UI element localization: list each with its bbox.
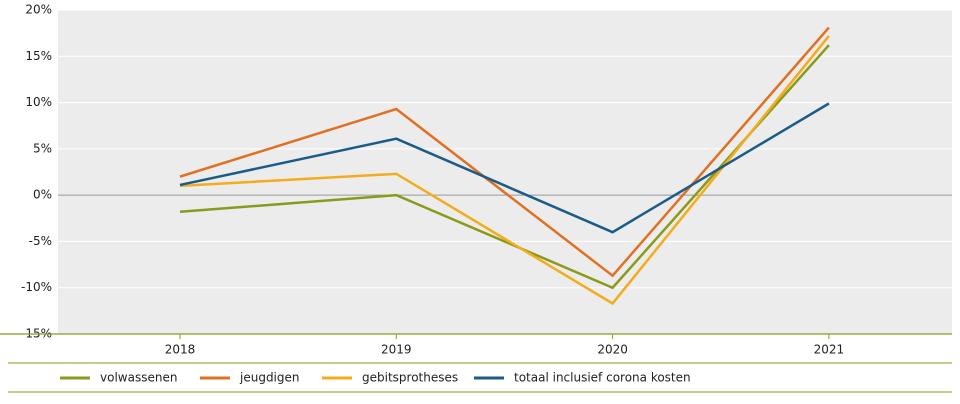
y-tick-label: 0% <box>33 188 52 202</box>
x-tick-label: 2020 <box>597 343 628 357</box>
plot-area <box>58 10 952 334</box>
y-tick-label: 10% <box>25 95 52 109</box>
series-line <box>179 102 830 234</box>
legend-label: gebitsprotheses <box>362 371 458 385</box>
y-tick-label: -5% <box>29 234 52 248</box>
legend-label: volwassenen <box>100 371 177 385</box>
x-tick-label: 2018 <box>165 343 196 357</box>
y-tick-label: 20% <box>25 3 52 17</box>
legend-label: jeugdigen <box>239 371 300 385</box>
x-tick-label: 2021 <box>814 343 845 357</box>
x-tick-label: 2019 <box>381 343 412 357</box>
y-tick-label: 5% <box>33 141 52 155</box>
y-tick-label: -10% <box>21 280 52 294</box>
legend-label: totaal inclusief corona kosten <box>514 371 691 385</box>
series-line <box>179 35 830 306</box>
y-tick-label: 15% <box>25 49 52 63</box>
series-line <box>179 26 830 278</box>
